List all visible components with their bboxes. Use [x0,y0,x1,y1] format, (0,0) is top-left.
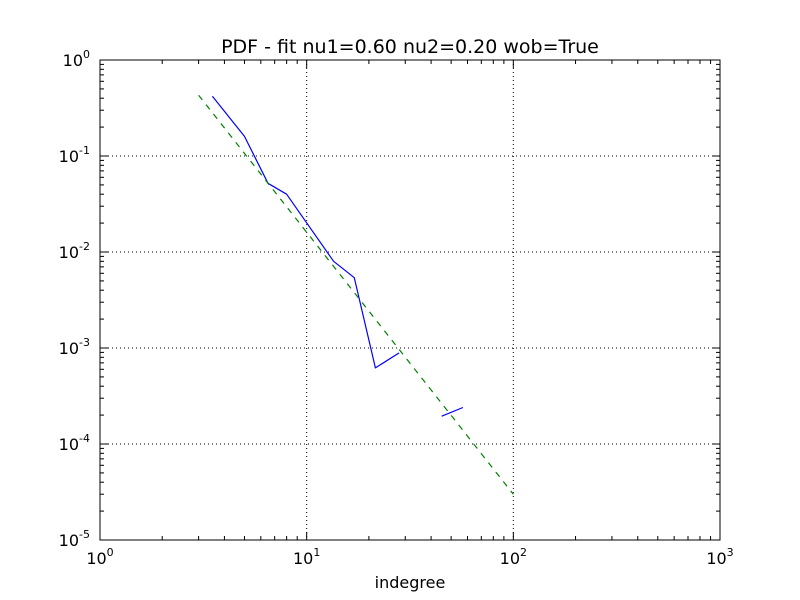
data-line-segment [441,406,464,417]
x-tick-labels: 100 101 102 103 [86,546,733,568]
y-tick-label: 10-4 [59,432,90,454]
grid-lines [100,60,720,540]
plot-frame [99,59,721,541]
y-tick-label: 10-1 [59,144,90,166]
x-axis-label: indegree [375,573,446,592]
plot-area [100,60,720,540]
y-tick-label: 10-5 [59,528,90,550]
data-line-segment [211,95,400,369]
y-tick-label: 10-2 [59,240,90,262]
x-tick-label: 100 [86,546,113,568]
series-lines [198,94,514,495]
chart-title: PDF - fit nu1=0.60 nu2=0.20 wob=True [221,36,599,58]
x-tick-label: 101 [293,546,320,568]
x-tick-label: 103 [706,546,733,568]
y-tick-labels: 10-5 10-4 10-3 10-2 10-1 100 [59,48,90,550]
y-tick-label: 10-3 [59,336,90,358]
y-tick-label: 100 [63,48,90,70]
fit-line-segment [198,94,514,495]
x-tick-label: 102 [500,546,527,568]
axis-ticks [99,59,721,541]
